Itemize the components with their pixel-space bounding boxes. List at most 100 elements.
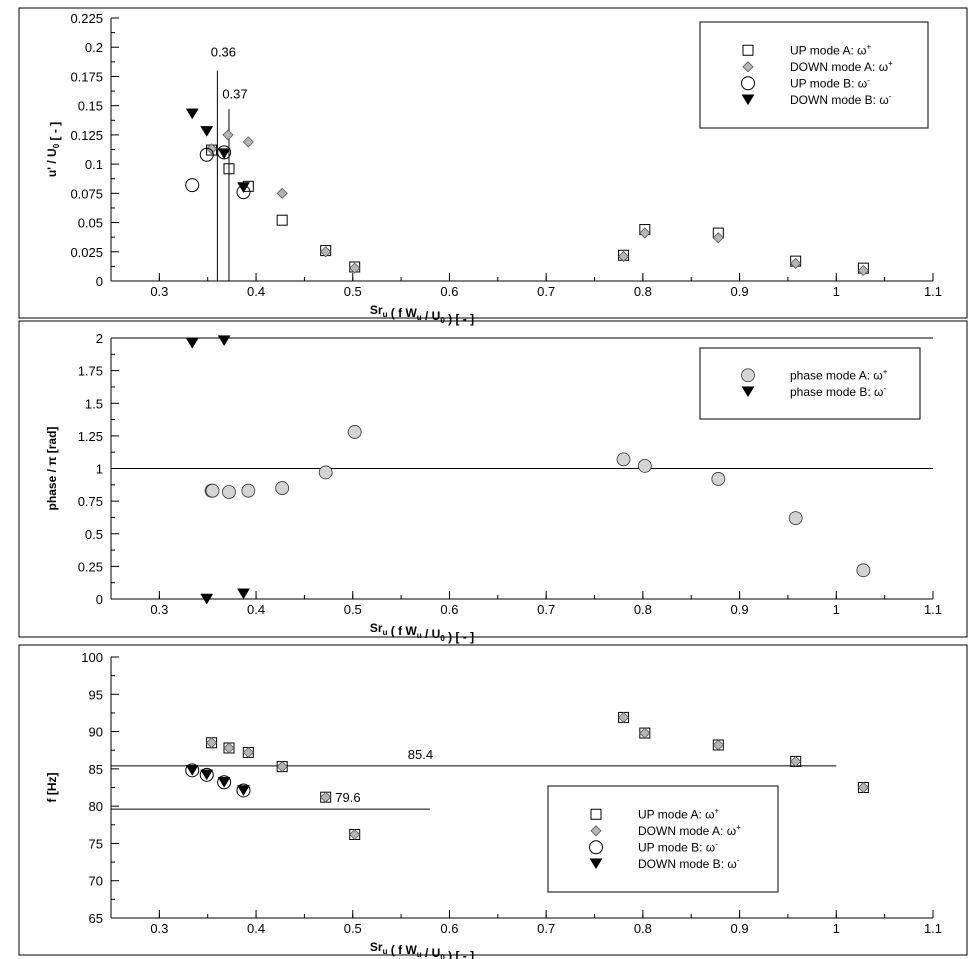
legend-marker xyxy=(590,825,602,837)
x-tick-label: 0.3 xyxy=(150,921,168,936)
data-point-triangle xyxy=(237,785,250,796)
data-point-circle-gray xyxy=(205,483,220,498)
data-point-diamond xyxy=(349,828,361,841)
y-tick-label: 0.75 xyxy=(78,494,103,509)
y-tick-label: 1 xyxy=(96,462,103,477)
data-point-diamond xyxy=(712,232,724,244)
x-axis-label: Sru ( f Wu / U0 ) [ - ] xyxy=(370,940,474,959)
y-tick-label: 65 xyxy=(89,911,103,926)
data-point-diamond xyxy=(617,711,630,723)
y-tick-label: 0.5 xyxy=(85,527,103,542)
y-tick-label: 0.175 xyxy=(70,69,103,84)
data-point-circle xyxy=(236,783,251,798)
legend-label: DOWN mode B: ω- xyxy=(790,92,892,107)
data-point-circle-gray xyxy=(616,452,631,467)
chart-panel-phase: 0.3 0.4 0.5 0.6 0.7 0.8 0.9 1 1.1 0 0.25 0.5 0.75 1 1.… xyxy=(18,320,968,644)
x-tick-label: 0.6 xyxy=(440,284,458,299)
x-tick-label: 0.4 xyxy=(247,602,265,617)
y-tick-label: 0.25 xyxy=(78,559,103,574)
data-point-circle-gray xyxy=(637,458,652,473)
data-point-diamond xyxy=(790,257,802,270)
x-tick-label: 1.1 xyxy=(924,284,942,299)
y-tick-label: 0.2 xyxy=(85,40,103,55)
data-point-diamond xyxy=(320,791,332,803)
panel-frame xyxy=(18,7,968,319)
legend-box xyxy=(699,21,929,129)
legend-label: UP mode B: ω- xyxy=(790,75,870,90)
data-point-square xyxy=(223,163,235,175)
x-tick-label: 0.5 xyxy=(344,921,362,936)
y-tick-label: 85 xyxy=(89,762,103,777)
x-axis-label: Sru ( f Wu / U0 ) [ - ] xyxy=(370,621,474,644)
data-point-diamond xyxy=(276,187,288,199)
x-tick-label: 1 xyxy=(833,921,840,936)
legend-label: UP mode A: ω+ xyxy=(790,42,872,57)
legend-marker xyxy=(741,368,755,383)
x-tick-label: 0.9 xyxy=(731,284,749,299)
legend-marker xyxy=(741,386,755,398)
data-point-diamond xyxy=(857,781,869,794)
legend-marker xyxy=(589,858,603,870)
legend-box xyxy=(699,347,921,420)
y-tick-label: 80 xyxy=(89,799,103,814)
x-tick-label: 0.3 xyxy=(150,284,168,299)
y-tick-label: 0.05 xyxy=(78,216,103,231)
legend-marker xyxy=(742,61,754,73)
data-point-diamond xyxy=(639,227,651,239)
data-point-diamond xyxy=(617,250,630,263)
data-point-diamond xyxy=(242,136,254,148)
x-tick-label: 0.3 xyxy=(150,602,168,617)
data-point-diamond xyxy=(206,143,218,155)
x-tick-label: 1.1 xyxy=(924,602,942,617)
data-point-circle-gray xyxy=(788,511,803,525)
data-point-circle-gray xyxy=(856,563,871,578)
legend: UP mode A: ω+ DOWN mode A: ω+UP mode B: ω… xyxy=(699,21,929,129)
data-point-circle-gray xyxy=(318,465,333,480)
legend-marker xyxy=(742,44,754,56)
y-tick-label: 0.15 xyxy=(78,99,103,114)
y-axis-label: u' / U0 [ - ] xyxy=(45,122,62,177)
legend-box xyxy=(547,785,779,893)
x-tick-label: 0.8 xyxy=(634,921,652,936)
y-tick-label: 0 xyxy=(96,274,103,289)
x-tick-label: 1 xyxy=(833,284,840,299)
data-point-triangle xyxy=(237,182,250,193)
y-tick-label: 0 xyxy=(96,592,103,607)
data-point-diamond xyxy=(712,739,724,751)
legend-label: DOWN mode A: ω+ xyxy=(638,823,741,838)
data-point-circle xyxy=(217,775,232,790)
y-tick-label: 1.75 xyxy=(78,364,103,379)
y-tick-label: 95 xyxy=(89,687,103,702)
legend-label: UP mode B: ω- xyxy=(638,839,718,854)
legend-marker xyxy=(589,840,603,855)
reference-vline-label: 0.37 xyxy=(222,87,247,102)
x-tick-label: 0.7 xyxy=(537,602,555,617)
data-point-circle-gray xyxy=(241,483,256,498)
panel-frame xyxy=(18,320,968,638)
data-point-triangle xyxy=(217,148,231,160)
data-point-diamond xyxy=(857,264,869,277)
data-point-diamond xyxy=(349,262,361,274)
reference-hline-label: 79.6 xyxy=(335,790,360,805)
x-tick-label: 0.7 xyxy=(537,921,555,936)
y-tick-label: 1.25 xyxy=(78,429,103,444)
legend-label: UP mode A: ω+ xyxy=(638,806,720,821)
x-tick-label: 0.6 xyxy=(440,921,458,936)
data-point-triangle xyxy=(217,335,231,347)
data-point-diamond xyxy=(206,737,218,749)
legend-marker xyxy=(590,808,602,820)
y-tick-label: 0.1 xyxy=(85,157,103,172)
x-axis-label: Sru ( f Wu / U0 ) [ - ] xyxy=(370,303,474,326)
x-tick-label: 0.5 xyxy=(344,284,362,299)
legend-label: DOWN mode B: ω- xyxy=(638,856,740,871)
data-point-diamond xyxy=(320,246,332,258)
legend-label: DOWN mode A: ω+ xyxy=(790,59,893,74)
y-tick-label: 0.025 xyxy=(70,245,103,260)
y-tick-label: 70 xyxy=(89,874,103,889)
data-point-circle xyxy=(199,767,214,782)
y-tick-label: 2 xyxy=(96,331,103,346)
data-point-circle xyxy=(199,147,214,162)
data-point-square xyxy=(276,214,288,226)
chart-panel-frequency: 0.3 0.4 0.5 0.6 0.7 0.8 0.9 1 1.1 65 70 75 80 85 90 95 1… xyxy=(18,644,968,959)
data-point-circle xyxy=(185,178,200,193)
